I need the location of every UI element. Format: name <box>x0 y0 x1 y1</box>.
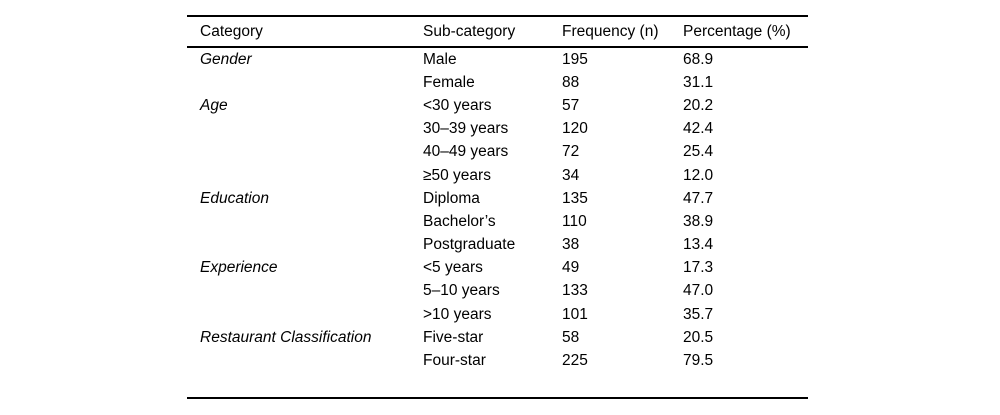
percentage-cell: 17.3 <box>683 259 714 277</box>
frequency-cell: 120 <box>562 120 588 138</box>
table-header: Category Sub-category Frequency (n) Perc… <box>187 16 808 48</box>
frequency-cell: 57 <box>562 96 580 114</box>
column-header-frequency: Frequency (n) <box>562 16 683 48</box>
frequency-cell: 195 <box>562 50 588 68</box>
spacer-cell <box>187 373 808 398</box>
table-row: Postgraduate 38 13.4 <box>187 234 808 257</box>
category-cell <box>187 349 423 372</box>
table-row: Female 88 31.1 <box>187 71 808 94</box>
subcategory-cell: 5–10 years <box>423 282 500 300</box>
category-cell <box>187 280 423 303</box>
category-cell <box>187 303 423 326</box>
frequency-cell: 110 <box>562 212 587 230</box>
subcategory-cell: <30 years <box>423 96 492 114</box>
percentage-cell: 20.5 <box>683 328 714 346</box>
subcategory-cell: 40–49 years <box>423 143 509 161</box>
percentage-cell: 47.7 <box>683 189 714 207</box>
table-row: 30–39 years 120 42.4 <box>187 118 808 141</box>
percentage-cell: 20.2 <box>683 96 714 114</box>
table-row: Restaurant Classification Five-star 58 2… <box>187 326 808 349</box>
percentage-cell: 38.9 <box>683 212 714 230</box>
category-cell: Experience <box>200 259 278 277</box>
header-row: Category Sub-category Frequency (n) Perc… <box>187 16 808 48</box>
percentage-cell: 12.0 <box>683 166 714 184</box>
subcategory-cell: Postgraduate <box>423 236 516 254</box>
frequency-cell: 225 <box>562 352 588 370</box>
frequency-cell: 38 <box>562 236 580 254</box>
category-cell: Education <box>200 189 269 207</box>
subcategory-cell: <5 years <box>423 259 483 277</box>
frequency-cell: 135 <box>562 189 588 207</box>
percentage-cell: 13.4 <box>683 236 714 254</box>
table-row: ≥50 years 34 12.0 <box>187 164 808 187</box>
category-cell <box>187 118 423 141</box>
frequency-cell: 88 <box>562 73 580 91</box>
category-cell: Gender <box>200 50 252 68</box>
percentage-cell: 25.4 <box>683 143 714 161</box>
percentage-cell: 47.0 <box>683 282 714 300</box>
category-cell: Restaurant Classification <box>200 328 372 346</box>
table-row: Age <30 years 57 20.2 <box>187 94 808 117</box>
table-row: Experience <5 years 49 17.3 <box>187 257 808 280</box>
table-row: Four-star 225 79.5 <box>187 349 808 372</box>
category-cell <box>187 164 423 187</box>
subcategory-cell: 30–39 years <box>423 120 509 138</box>
subcategory-cell: Female <box>423 73 475 91</box>
column-header-percentage: Percentage (%) <box>683 16 808 48</box>
percentage-cell: 35.7 <box>683 305 714 323</box>
category-cell <box>187 141 423 164</box>
frequency-cell: 58 <box>562 328 580 346</box>
table-row: 40–49 years 72 25.4 <box>187 141 808 164</box>
table-row: >10 years 101 35.7 <box>187 303 808 326</box>
subcategory-cell: >10 years <box>423 305 492 323</box>
category-cell: Age <box>200 96 228 114</box>
category-cell <box>187 210 423 233</box>
subcategory-cell: Bachelor’s <box>423 212 496 230</box>
percentage-cell: 42.4 <box>683 120 714 138</box>
table-row: 5–10 years 133 47.0 <box>187 280 808 303</box>
table-body: Gender Male 195 68.9 Female 88 31.1 Age … <box>187 47 808 398</box>
column-header-subcategory: Sub-category <box>423 16 562 48</box>
percentage-cell: 79.5 <box>683 352 714 370</box>
percentage-cell: 68.9 <box>683 50 714 68</box>
table-row: Bachelor’s 110 38.9 <box>187 210 808 233</box>
column-header-category: Category <box>187 16 423 48</box>
category-cell <box>187 234 423 257</box>
subcategory-cell: Male <box>423 50 457 68</box>
table-row: Gender Male 195 68.9 <box>187 47 808 71</box>
category-cell <box>187 71 423 94</box>
frequency-cell: 34 <box>562 166 580 184</box>
demographics-table-figure: Category Sub-category Frequency (n) Perc… <box>187 15 808 399</box>
subcategory-cell: ≥50 years <box>423 166 491 184</box>
table-row: Education Diploma 135 47.7 <box>187 187 808 210</box>
frequency-cell: 101 <box>562 305 588 323</box>
demographics-table: Category Sub-category Frequency (n) Perc… <box>187 15 808 399</box>
spacer-row <box>187 373 808 398</box>
subcategory-cell: Five-star <box>423 328 484 346</box>
frequency-cell: 72 <box>562 143 580 161</box>
subcategory-cell: Diploma <box>423 189 480 207</box>
subcategory-cell: Four-star <box>423 352 486 370</box>
frequency-cell: 133 <box>562 282 588 300</box>
percentage-cell: 31.1 <box>683 73 714 91</box>
frequency-cell: 49 <box>562 259 580 277</box>
